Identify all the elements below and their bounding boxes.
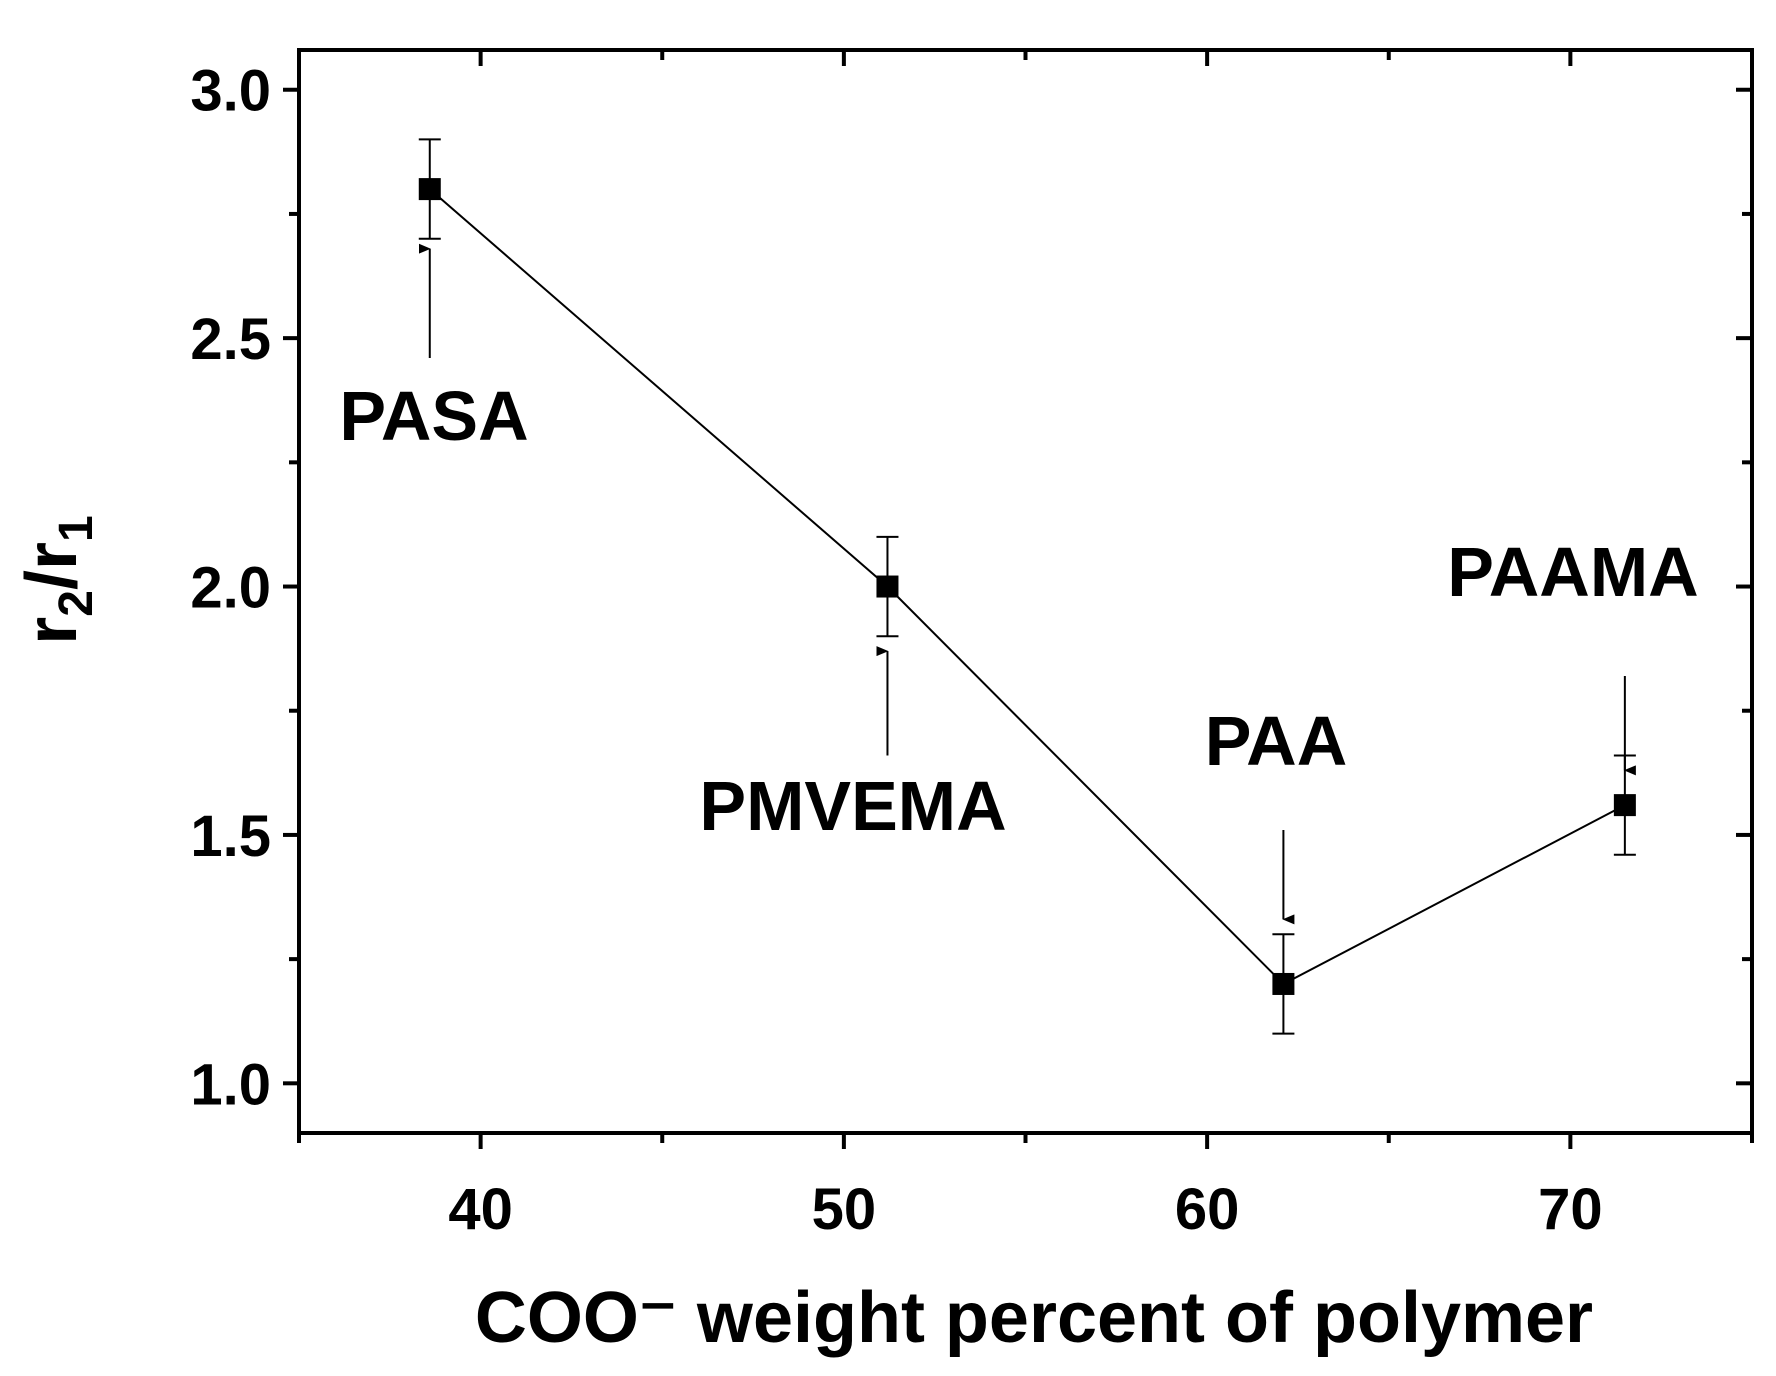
annotation-label: PAA	[1205, 702, 1348, 780]
x-tick-label: 50	[812, 1177, 877, 1242]
series-line	[429, 188, 1626, 986]
y-tick-label: 1.5	[190, 804, 271, 869]
series-layer	[418, 138, 1636, 1035]
data-point	[418, 178, 441, 201]
svg-text:r2/r1: r2/r1	[12, 515, 103, 644]
annotation-label: PASA	[339, 377, 528, 455]
y-axis-title: r2/r1	[12, 515, 103, 644]
annotation-label: PAAMA	[1447, 533, 1698, 611]
x-tick-label: 70	[1538, 1177, 1603, 1242]
data-point	[1613, 794, 1636, 817]
y-tick-label: 2.5	[190, 307, 271, 372]
y-tick-label: 2.0	[190, 556, 271, 621]
annotation-label: PMVEMA	[699, 767, 1006, 845]
x-tick-label: 60	[1175, 1177, 1240, 1242]
annotation-layer: PASA PMVEMA PAA PAAMA	[339, 243, 1699, 925]
axis-ticks	[283, 50, 1754, 1149]
data-point	[1272, 972, 1295, 995]
x-axis-title: COO⁻ weight percent of polymer	[475, 1278, 1593, 1358]
x-tick-label: 40	[448, 1177, 513, 1242]
y-tick-label: 3.0	[190, 59, 271, 124]
tick-labels: 40 50 60 70 1.0 1.5 2.0 2.5 3.0	[190, 59, 1602, 1242]
y-tick-label: 1.0	[190, 1052, 271, 1117]
data-point	[876, 575, 899, 598]
